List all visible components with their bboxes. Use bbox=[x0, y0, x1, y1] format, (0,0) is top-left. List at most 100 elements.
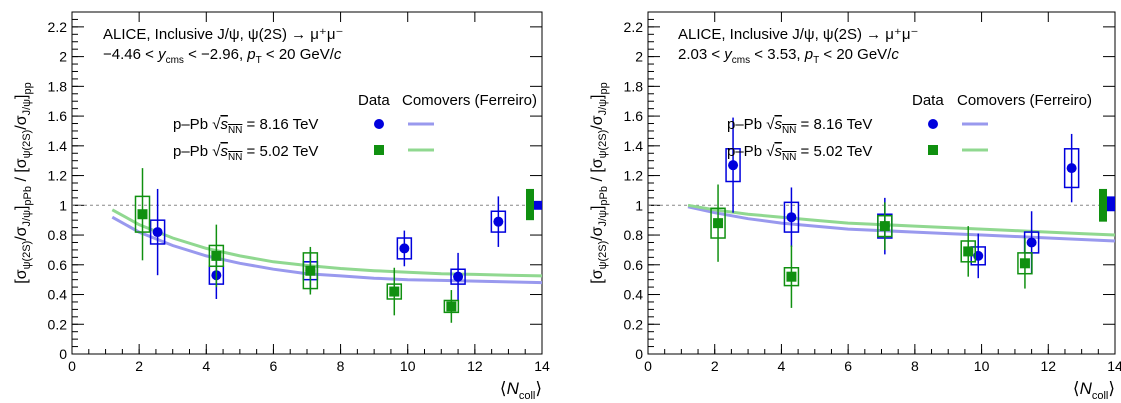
y-tick-label: 1.6 bbox=[48, 108, 68, 124]
y-tick-label: 1.6 bbox=[624, 108, 644, 124]
data-point-5p02 bbox=[446, 301, 457, 312]
y-tick-label: 1.2 bbox=[624, 168, 644, 184]
data-point-8p16 bbox=[728, 160, 739, 171]
legend-header-data: Data bbox=[358, 92, 390, 109]
x-tick-label: 2 bbox=[711, 358, 719, 374]
sys-error-box bbox=[1017, 252, 1033, 275]
legend-marker-5p02 bbox=[374, 145, 384, 155]
sys-error-box bbox=[134, 195, 151, 233]
model-curve-5p02 bbox=[687, 203, 1116, 237]
sys-error-box bbox=[450, 268, 466, 285]
data-point-5p02 bbox=[786, 271, 797, 282]
data-point-8p16 bbox=[152, 227, 163, 238]
legend-header-model: Comovers (Ferreiro) bbox=[402, 92, 537, 109]
data-points bbox=[710, 117, 1115, 308]
x-tick-label: 8 bbox=[911, 358, 919, 374]
panel-title: ALICE, Inclusive J/ψ, ψ(2S) → μ⁺μ⁻ bbox=[678, 26, 918, 43]
x-tick-label: 2 bbox=[135, 358, 143, 374]
data-point-8p16 bbox=[1026, 237, 1037, 248]
y-tick-label: 1 bbox=[59, 197, 67, 213]
sys-error-box bbox=[386, 283, 403, 300]
panel-forward-rapidity: 0 2 4 6 8 10 12 14 0 0.2 0.4 0.6 0.8 1 1.2 1.4 1.6 1.8 2 2.… bbox=[589, 11, 1121, 402]
data-point-8p16 bbox=[493, 216, 504, 227]
model-curve-8p16 bbox=[111, 215, 543, 285]
sys-error-box bbox=[960, 240, 976, 263]
legend-marker-8p16 bbox=[374, 119, 384, 129]
data-point-8p16 bbox=[786, 212, 797, 223]
legend-label-5p02: p–Pb √sNN = 5.02 TeV bbox=[173, 143, 318, 163]
data-point-5p02 bbox=[389, 286, 400, 297]
model-curves bbox=[687, 203, 1116, 243]
x-tick-label: 12 bbox=[1040, 358, 1056, 374]
panel-backward-rapidity: 0 2 4 6 8 10 12 14 0 0.2 0.4 0.6 0.8 1 1.2 1.4 1.6 1.8 2 2.… bbox=[13, 11, 550, 402]
axes-layer: 0 2 4 6 8 10 12 14 0 0.2 0.4 0.6 0.8 1 1.2 1.4 1.6 1.8 2 2.… bbox=[48, 11, 550, 374]
panel-title: ALICE, Inclusive J/ψ, ψ(2S) → μ⁺μ⁻ bbox=[103, 26, 343, 43]
legend-marker-8p16 bbox=[928, 119, 938, 129]
data-point-5p02 bbox=[713, 218, 724, 229]
x-tick-label: 0 bbox=[68, 358, 76, 374]
y-tick-label: 0.8 bbox=[48, 227, 68, 243]
data-points bbox=[134, 168, 542, 323]
x-tick-label: 14 bbox=[1107, 358, 1121, 374]
plot-frame bbox=[647, 11, 1116, 355]
model-curves bbox=[111, 208, 543, 285]
global-uncertainty-8p16 bbox=[1107, 196, 1115, 212]
y-tick-label: 1.4 bbox=[48, 138, 68, 154]
y-tick-label: 2 bbox=[59, 49, 67, 65]
y-tick-label: 0.2 bbox=[624, 316, 644, 332]
x-tick-label: 10 bbox=[974, 358, 990, 374]
sys-error-box bbox=[396, 237, 413, 260]
legend-marker-5p02 bbox=[928, 145, 938, 155]
y-tick-label: 0 bbox=[635, 346, 643, 362]
x-tick-label: 4 bbox=[202, 358, 210, 374]
global-uncertainty-8p16 bbox=[534, 200, 542, 210]
sys-error-box bbox=[149, 219, 166, 245]
data-point-5p02 bbox=[963, 246, 974, 257]
data-point-5p02 bbox=[305, 265, 316, 276]
y-tick-label: 1.2 bbox=[48, 168, 68, 184]
y-tick-label: 0.6 bbox=[48, 257, 68, 273]
data-point-5p02 bbox=[879, 221, 890, 232]
y-tick-label: 0.8 bbox=[624, 227, 644, 243]
x-axis-label: ⟨Ncoll⟩ bbox=[500, 379, 542, 402]
x-tick-label: 4 bbox=[778, 358, 786, 374]
data-point-8p16 bbox=[453, 271, 464, 282]
x-tick-label: 6 bbox=[270, 358, 278, 374]
legend-header-model: Comovers (Ferreiro) bbox=[957, 92, 1092, 109]
y-tick-label: 0 bbox=[59, 346, 67, 362]
y-tick-label: 0.4 bbox=[48, 287, 68, 303]
x-tick-label: 12 bbox=[467, 358, 483, 374]
sys-error-box bbox=[783, 267, 800, 287]
x-tick-label: 10 bbox=[400, 358, 416, 374]
legend-label-8p16: p–Pb √sNN = 8.16 TeV bbox=[727, 116, 872, 136]
sys-error-box bbox=[725, 148, 741, 183]
sys-error-box bbox=[302, 252, 319, 290]
data-point-5p02 bbox=[137, 209, 148, 220]
data-point-8p16 bbox=[399, 243, 410, 254]
y-tick-label: 2.2 bbox=[48, 19, 68, 35]
sys-error-box bbox=[710, 207, 726, 239]
y-tick-label: 1.4 bbox=[624, 138, 644, 154]
legend-label-8p16: p–Pb √sNN = 8.16 TeV bbox=[173, 116, 318, 136]
y-tick-label: 1.8 bbox=[48, 78, 68, 94]
y-tick-label: 0.6 bbox=[624, 257, 644, 273]
x-tick-label: 14 bbox=[534, 358, 550, 374]
x-axis-label: ⟨Ncoll⟩ bbox=[1073, 379, 1115, 402]
data-point-5p02 bbox=[1019, 258, 1030, 269]
global-uncertainty-5p02 bbox=[1099, 188, 1107, 222]
y-tick-label: 1.8 bbox=[624, 78, 644, 94]
sys-error-box bbox=[490, 210, 507, 233]
global-uncertainty-5p02 bbox=[526, 188, 534, 221]
sys-error-box bbox=[783, 201, 800, 233]
legend-header-data: Data bbox=[912, 92, 944, 109]
model-curve-8p16 bbox=[687, 205, 1116, 243]
y-axis-label: [σψ(2S)/σJ/ψ]pPb / [σψ(2S)/σJ/ψ]pp bbox=[13, 82, 34, 283]
data-point-8p16 bbox=[1066, 163, 1077, 174]
model-curve-5p02 bbox=[111, 208, 543, 278]
sys-error-box bbox=[443, 299, 460, 314]
x-tick-label: 0 bbox=[644, 358, 652, 374]
axes-layer: 0 2 4 6 8 10 12 14 0 0.2 0.4 0.6 0.8 1 1.2 1.4 1.6 1.8 2 2.… bbox=[624, 11, 1121, 374]
sys-error-box bbox=[1063, 148, 1080, 189]
panel-subtitle: 2.03 < ycms < 3.53, pT < 20 GeV/c bbox=[678, 46, 899, 66]
